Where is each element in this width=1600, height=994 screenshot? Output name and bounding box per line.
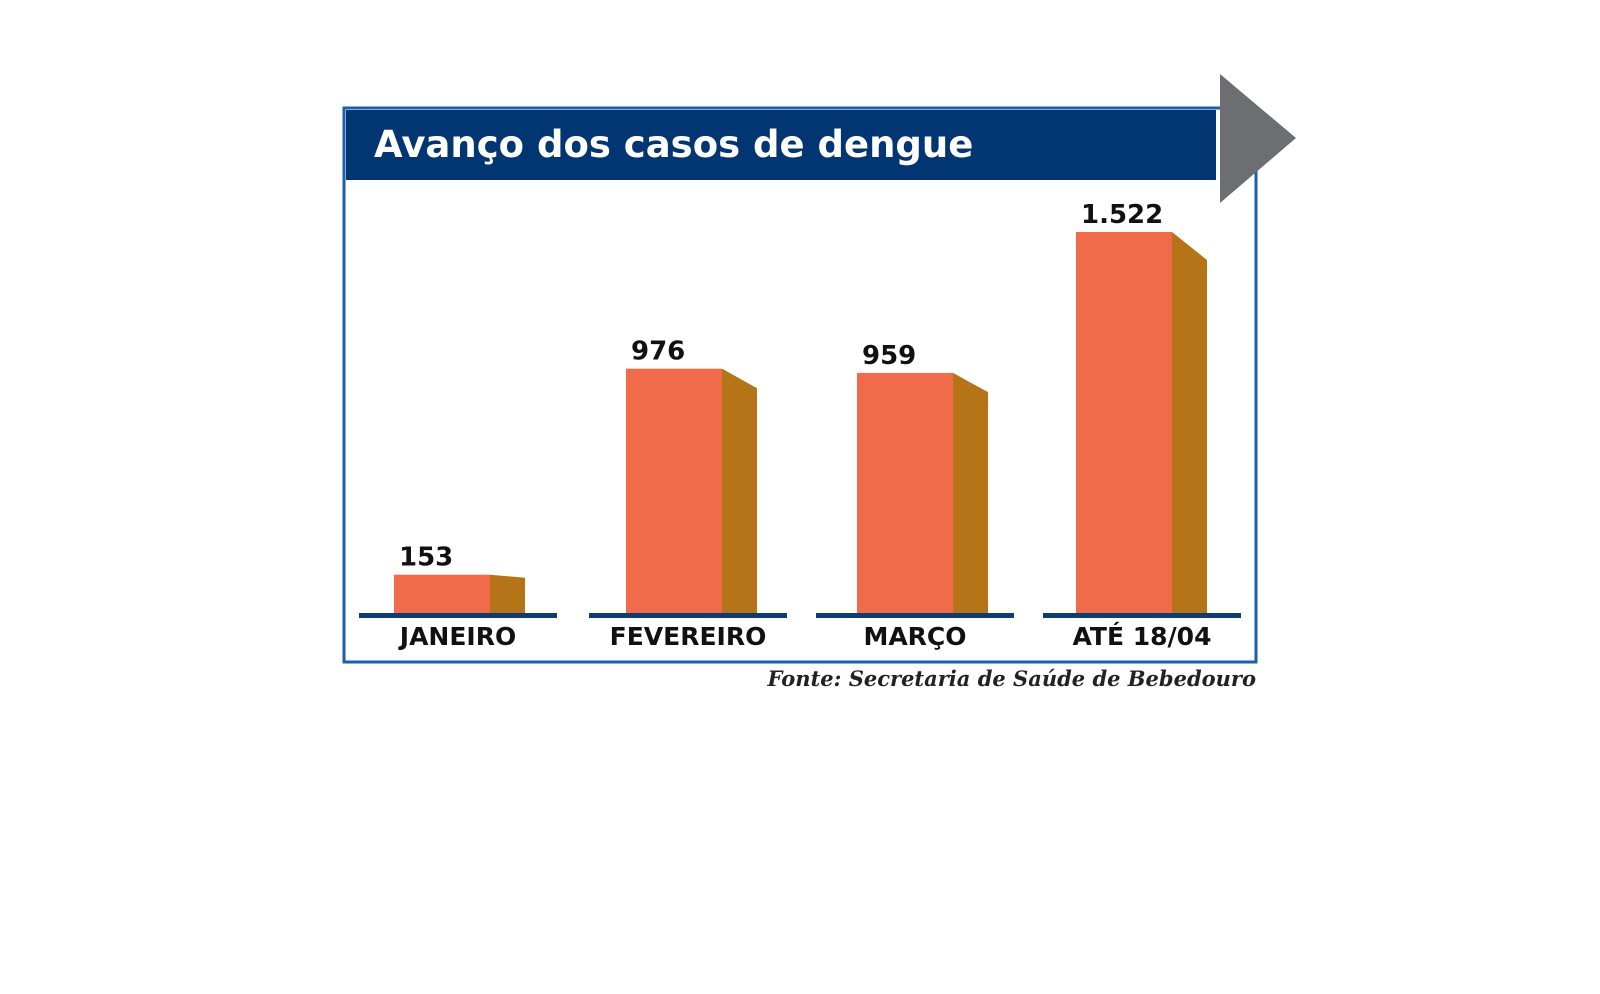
value-label: 959 bbox=[862, 341, 916, 371]
bar-side bbox=[1172, 232, 1207, 613]
baselines-layer bbox=[359, 613, 1241, 618]
category-label: ATÉ 18/04 bbox=[1073, 622, 1212, 651]
source-note: Fonte: Secretaria de Saúde de Bebedouro bbox=[767, 666, 1256, 691]
chart-title: Avanço dos casos de dengue bbox=[374, 123, 973, 166]
value-labels-layer: 153 976 959 1.522 bbox=[399, 200, 1163, 573]
category-label: MARÇO bbox=[863, 622, 966, 651]
baseline-segment bbox=[1043, 613, 1241, 618]
category-labels-layer: JANEIRO FEVEREIRO MARÇO ATÉ 18/04 bbox=[398, 622, 1212, 651]
category-label: FEVEREIRO bbox=[610, 622, 767, 651]
value-label: 1.522 bbox=[1081, 200, 1163, 230]
arrow-icon bbox=[1220, 74, 1296, 203]
bar-side bbox=[490, 574, 525, 613]
category-label: JANEIRO bbox=[398, 622, 516, 651]
value-label: 976 bbox=[631, 337, 685, 367]
baseline-segment bbox=[816, 613, 1014, 618]
baseline-segment bbox=[589, 613, 787, 618]
bar bbox=[857, 372, 953, 613]
baseline-segment bbox=[359, 613, 557, 618]
bars-layer bbox=[394, 232, 1207, 613]
value-label: 153 bbox=[399, 543, 453, 573]
bar-side bbox=[722, 368, 757, 613]
title-band bbox=[346, 110, 1216, 180]
bar bbox=[394, 574, 490, 613]
bar bbox=[626, 368, 722, 613]
bar-side bbox=[953, 372, 988, 613]
bar bbox=[1076, 232, 1172, 613]
